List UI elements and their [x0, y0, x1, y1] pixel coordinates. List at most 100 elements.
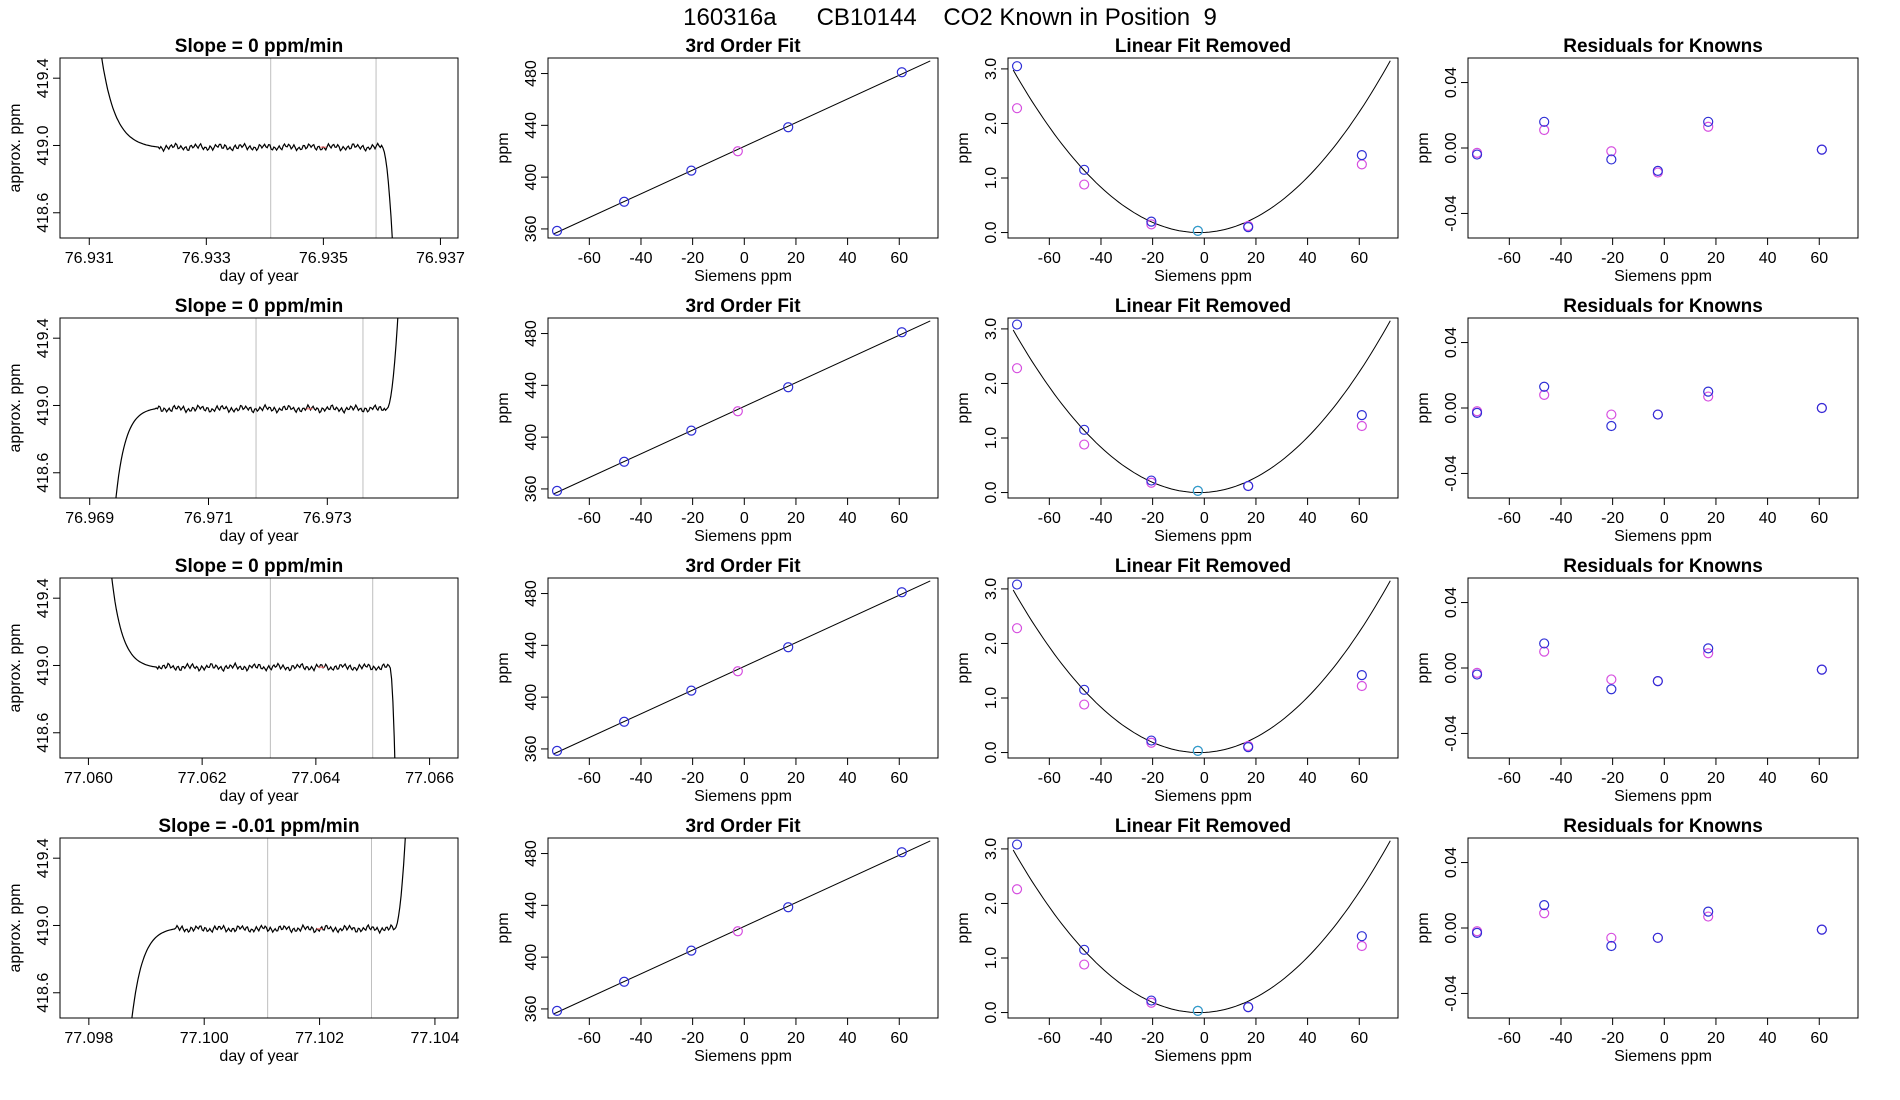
plot-frame [1467, 837, 1859, 1019]
y-tick-label: 3.0 [983, 318, 1000, 340]
plot-frame [547, 57, 939, 239]
x-tick-label: 40 [1299, 250, 1317, 267]
data-point-magenta [1703, 911, 1714, 922]
plot-area [1471, 116, 1827, 178]
panel-time-series-r2: Slope = 0 ppm/min 76.969 76.971 76.973 418.6… [7, 296, 459, 545]
plot-frame [1007, 577, 1399, 759]
data-point-blue [1356, 149, 1367, 161]
x-axis-label: Siemens ppm [694, 788, 792, 805]
x-tick-label: 40 [1759, 510, 1777, 527]
x-tick-label: 40 [839, 770, 857, 787]
panel-title: Slope = 0 ppm/min [175, 556, 343, 577]
panel-title: Residuals for Knowns [1563, 36, 1763, 57]
curve-line [1012, 840, 1391, 1013]
x-axis-label: Siemens ppm [694, 268, 792, 285]
data-point-magenta [1079, 699, 1090, 710]
y-tick-label: 1.0 [983, 427, 1000, 449]
x-tick-label: 60 [890, 770, 908, 787]
fit-line [552, 580, 931, 755]
data-point-blue [1539, 899, 1550, 911]
x-tick-label: 77.100 [180, 1030, 229, 1047]
panel-residuals-r4: Residuals for Knowns -60 -40 -20 0 20 40 60 -0.0… [1415, 816, 1859, 1065]
x-tick-label: 20 [787, 510, 805, 527]
data-point-blue [1192, 1005, 1203, 1017]
data-point-blue [1471, 669, 1483, 680]
y-tick-label: -0.04 [1443, 715, 1460, 752]
x-tick-label: 60 [1350, 250, 1368, 267]
y-tick-label: 0.00 [1443, 652, 1460, 683]
y-tick-label: 418.6 [35, 453, 52, 493]
curve-line [1012, 580, 1391, 753]
x-tick-label: 0 [740, 770, 749, 787]
panel-residuals-r3: Residuals for Knowns -60 -40 -20 0 20 40 60 -0.0… [1415, 556, 1859, 805]
y-axis-label: ppm [955, 392, 972, 423]
data-point-magenta [1703, 391, 1714, 402]
x-tick-label: -60 [1038, 1030, 1061, 1047]
y-tick-label: 419.4 [35, 318, 52, 358]
y-tick-label: 0.0 [983, 481, 1000, 503]
y-axis-label: ppm [1415, 132, 1432, 163]
x-tick-label: 77.066 [405, 770, 454, 787]
data-point-blue [1079, 684, 1090, 695]
panel-linear-removed-r4: Linear Fit Removed -60 -40 -20 0 20 40 60 0.0 1.0… [955, 816, 1399, 1065]
y-axis-label: ppm [1415, 912, 1432, 943]
plot-area [1011, 319, 1391, 497]
data-point [783, 382, 794, 393]
x-tick-label: -20 [1601, 510, 1624, 527]
x-tick-label: 20 [787, 770, 805, 787]
y-tick-label: 419.0 [35, 385, 52, 425]
x-tick-label: 20 [787, 250, 805, 267]
x-tick-label: -20 [1141, 770, 1164, 787]
x-tick-label: -40 [629, 250, 652, 267]
plot-frame [547, 837, 939, 1019]
x-tick-label: -40 [629, 770, 652, 787]
data-point-blue [1606, 940, 1617, 952]
y-tick-label: 440 [523, 372, 540, 399]
x-tick-label: 20 [1707, 250, 1725, 267]
trace-line [131, 838, 406, 1018]
figure-title: 160316a CB10144 CO2 Known in Position 9 [683, 4, 1217, 31]
data-point-blue [1703, 386, 1714, 397]
x-tick-label: 76.937 [416, 250, 465, 267]
x-tick-label: 40 [839, 510, 857, 527]
data-point-blue [1356, 409, 1367, 421]
data-point-magenta [1146, 219, 1157, 230]
data-point-magenta [1606, 932, 1617, 943]
data-point [619, 456, 630, 467]
x-axis-label: day of year [219, 268, 299, 285]
panel-title: 3rd Order Fit [685, 816, 801, 837]
y-tick-label: 418.6 [35, 193, 52, 233]
x-tick-label: 76.931 [65, 250, 114, 267]
data-point [619, 716, 630, 727]
data-point [732, 146, 743, 157]
x-tick-label: -60 [1498, 770, 1521, 787]
x-tick-label: -20 [1601, 1030, 1624, 1047]
y-tick-label: 3.0 [983, 838, 1000, 860]
x-tick-label: 60 [890, 510, 908, 527]
data-point-blue [1471, 407, 1483, 419]
plot-area [111, 578, 396, 758]
y-tick-label: 440 [523, 112, 540, 139]
data-point [619, 976, 630, 987]
data-point-magenta [1011, 623, 1023, 634]
x-tick-label: -20 [1601, 250, 1624, 267]
x-tick-label: 20 [1707, 770, 1725, 787]
x-tick-label: 60 [1350, 510, 1368, 527]
y-tick-label: 419.4 [35, 838, 52, 878]
panel-title: Residuals for Knowns [1563, 296, 1763, 317]
x-tick-label: -60 [1038, 250, 1061, 267]
x-tick-label: 0 [1660, 770, 1669, 787]
x-tick-label: 60 [890, 1030, 908, 1047]
data-point-magenta [1606, 674, 1617, 685]
data-point-blue [1816, 664, 1827, 675]
y-tick-label: 2.0 [983, 892, 1000, 914]
data-point-magenta [1356, 420, 1367, 432]
x-tick-label: 20 [1707, 510, 1725, 527]
x-axis-label: Siemens ppm [1614, 788, 1712, 805]
y-axis-label: approx. ppm [7, 624, 24, 713]
data-point-magenta [1011, 884, 1023, 895]
data-point-blue [1471, 927, 1483, 939]
data-point-blue [1079, 424, 1090, 435]
data-point-blue [1652, 932, 1663, 943]
